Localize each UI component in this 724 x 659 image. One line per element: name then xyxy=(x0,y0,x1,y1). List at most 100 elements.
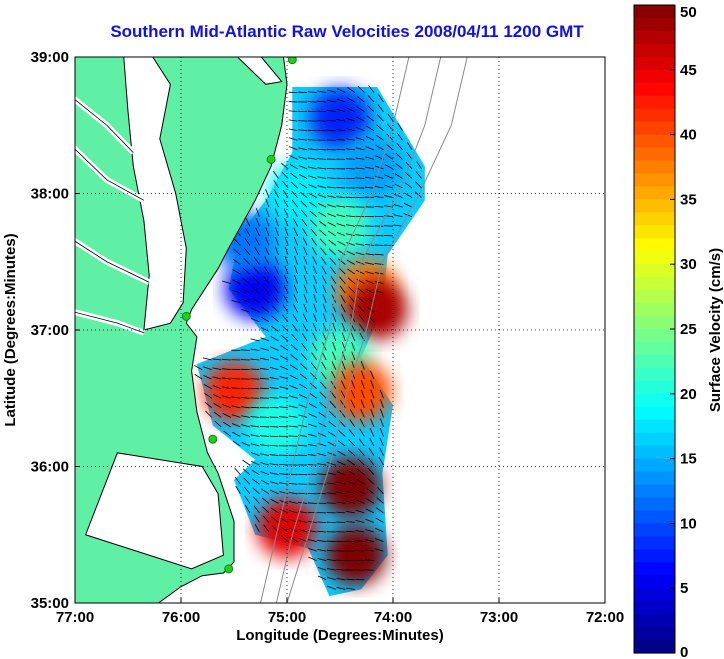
velocity-arrow xyxy=(326,482,336,485)
pamlico-sound xyxy=(84,452,224,570)
velocity-arrow xyxy=(345,148,355,151)
velocity-arrow xyxy=(367,467,375,475)
colorbar-swatch xyxy=(634,30,675,45)
colorbar-swatch xyxy=(634,290,675,304)
velocity-arrow xyxy=(283,284,289,294)
velocity-arrow xyxy=(263,266,270,275)
velocity-arrow xyxy=(326,549,336,552)
river-edge xyxy=(75,240,150,283)
velocity-arrow xyxy=(290,181,298,189)
velocity-arrow xyxy=(213,411,222,418)
velocity-arrow xyxy=(313,303,318,313)
velocity-arrow xyxy=(359,418,365,428)
velocity-arrow xyxy=(274,256,279,265)
velocity-arrow xyxy=(288,128,298,132)
velocity-arrow xyxy=(288,501,298,504)
velocity-arrow xyxy=(328,239,337,246)
velocity-arrow xyxy=(274,208,279,217)
velocity-arrow xyxy=(345,510,355,514)
velocity-arrow xyxy=(261,306,270,313)
velocity-arrow xyxy=(231,387,241,390)
velocity-arrow xyxy=(212,358,222,361)
velocity-arrow xyxy=(365,529,375,533)
velocity-arrow xyxy=(317,194,327,198)
velocity-arrow xyxy=(245,218,251,227)
velocity-arrow xyxy=(298,129,308,132)
colorbar-swatch xyxy=(634,199,675,213)
velocity-arrow xyxy=(194,373,203,380)
velocity-arrow xyxy=(202,357,212,361)
velocity-arrow xyxy=(288,405,298,409)
velocity-arrow xyxy=(282,304,289,313)
velocity-arrow xyxy=(263,276,270,284)
velocity-arrow xyxy=(262,286,270,294)
velocity-arrow xyxy=(250,358,260,361)
velocity-arrow xyxy=(338,430,346,437)
velocity-arrow xyxy=(345,578,355,581)
velocity-arrow xyxy=(350,389,356,399)
velocity-arrow xyxy=(336,98,346,103)
velocity-arrow xyxy=(397,122,403,131)
bathymetry-contour xyxy=(286,57,468,603)
velocity-arrow xyxy=(320,381,327,389)
velocity-arrow xyxy=(312,332,318,342)
velocity-arrow xyxy=(379,437,384,447)
velocity-arrow xyxy=(360,370,365,380)
velocity-arrow xyxy=(250,368,260,370)
velocity-arrow xyxy=(272,295,279,303)
velocity-arrow xyxy=(341,332,346,342)
colorbar-swatch xyxy=(634,367,675,382)
velocity-arrow xyxy=(294,246,298,256)
velocity-arrow xyxy=(252,277,260,284)
velocity-arrow xyxy=(367,95,375,103)
velocity-arrow xyxy=(310,219,317,227)
velocity-arrow xyxy=(415,181,422,189)
velocity-arrow xyxy=(303,246,308,256)
velocity-arrow xyxy=(336,559,346,562)
velocity-arrow xyxy=(318,211,327,218)
velocity-arrow xyxy=(252,487,260,495)
velocity-arrow xyxy=(312,265,318,275)
velocity-arrow xyxy=(326,472,336,476)
velocity-arrow xyxy=(355,157,365,160)
velocity-arrow xyxy=(270,346,279,351)
velocity-arrow xyxy=(231,405,241,409)
velocity-arrow xyxy=(231,299,241,304)
velocity-arrow xyxy=(376,124,384,132)
velocity-arrow xyxy=(326,558,336,562)
velocity-arrow xyxy=(270,336,279,342)
velocity-arrow xyxy=(380,408,384,418)
velocity-arrow xyxy=(271,315,279,323)
velocity-arrow xyxy=(336,108,346,112)
velocity-arrow xyxy=(294,255,298,265)
velocity-arrow xyxy=(374,175,384,179)
velocity-arrow xyxy=(365,518,375,523)
colorbar-swatch xyxy=(634,121,675,136)
colorbar-swatch xyxy=(634,69,675,84)
x-axis-label: Longitude (Degrees:Minutes) xyxy=(236,627,444,644)
velocity-arrow xyxy=(242,278,251,284)
velocity-arrow xyxy=(326,186,336,189)
velocity-arrow xyxy=(293,227,298,236)
velocity-arrow xyxy=(292,218,298,227)
velocity-arrow xyxy=(365,156,375,160)
velocity-arrow xyxy=(279,482,289,485)
velocity-arrow xyxy=(289,146,298,151)
velocity-arrow xyxy=(364,234,374,237)
velocity-arrow xyxy=(293,304,298,313)
velocity-arrow xyxy=(260,337,270,342)
velocity-arrow xyxy=(365,508,375,514)
velocity-arrow xyxy=(298,414,308,418)
velocity-arrow xyxy=(260,347,270,351)
velocity-arrow xyxy=(269,397,279,399)
velocity-arrow xyxy=(329,400,337,409)
velocity-arrow xyxy=(346,128,355,132)
velocity-arrow xyxy=(243,247,251,256)
velocity-arrow xyxy=(346,490,355,495)
velocity-arrow xyxy=(232,440,241,447)
velocity-arrow xyxy=(379,399,384,408)
station-marker xyxy=(224,564,234,574)
velocity-arrow xyxy=(355,147,365,151)
velocity-arrow xyxy=(320,256,327,265)
